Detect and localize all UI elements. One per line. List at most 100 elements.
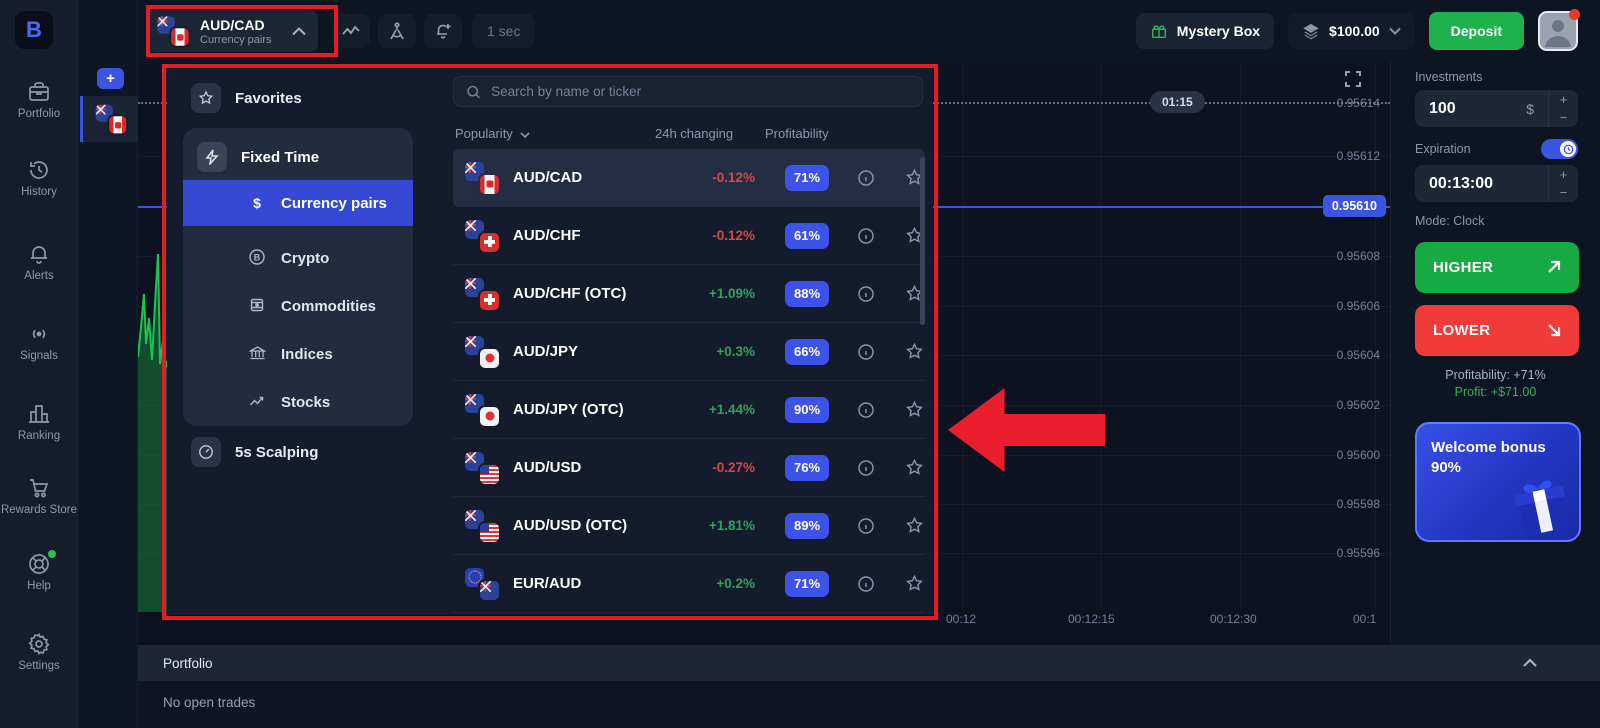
lower-button[interactable]: LOWER [1415, 305, 1579, 356]
signals-icon [32, 329, 46, 339]
sidebar-label: Rewards Store [0, 504, 78, 516]
asset-row-aud-chf[interactable]: AUD/CHF -0.12% 61% [453, 207, 925, 265]
column-profitability: Profitability [765, 126, 829, 141]
asset-row-aud-jpy[interactable]: AUD/JPY +0.3% 66% [453, 323, 925, 381]
favorite-star-icon[interactable] [903, 574, 925, 593]
balance-selector[interactable]: $100.00 [1288, 13, 1415, 49]
menu-item-fixed-time[interactable]: Fixed Time [197, 142, 319, 172]
pair-flags-icon [157, 16, 189, 46]
deposit-button[interactable]: Deposit [1428, 12, 1524, 50]
favorite-star-icon[interactable] [903, 226, 925, 245]
time-tick: 00:1 [1353, 612, 1377, 626]
list-scrollbar[interactable] [920, 157, 925, 325]
asset-name: EUR/AUD [513, 575, 582, 592]
sidebar-label: Settings [18, 660, 60, 672]
menu-item-5s-scalping[interactable]: 5s Scalping [191, 437, 318, 467]
trade-panel: Investments 100 $ + − Expiration 00:13:0… [1390, 62, 1600, 645]
sidebar-item-portfolio[interactable]: Portfolio [0, 80, 78, 121]
menu-label: Commodities [281, 297, 377, 315]
asset-selector-button[interactable]: AUD/CAD Currency pairs [146, 10, 318, 52]
menu-item-stocks[interactable]: Stocks [183, 379, 413, 425]
asset-row-aud-usd[interactable]: AUD/USD -0.27% 76% [453, 439, 925, 497]
info-icon[interactable] [855, 343, 877, 361]
favorite-star-icon[interactable] [903, 284, 925, 303]
menu-item-currency-pairs[interactable]: $ Currency pairs [183, 180, 413, 226]
profitability-badge: 90% [785, 396, 829, 423]
increment-button[interactable]: + [1559, 166, 1568, 182]
decrement-button[interactable]: − [1559, 185, 1568, 201]
asset-change: +0.2% [716, 576, 755, 591]
chevron-down-icon [520, 132, 531, 139]
info-icon[interactable] [855, 227, 877, 245]
avatar[interactable] [1538, 9, 1580, 51]
gridline [1375, 62, 1376, 610]
asset-change: +1.09% [708, 286, 755, 301]
pair-flags-icon [465, 161, 499, 194]
area-series [138, 253, 168, 612]
sidebar-item-history[interactable]: History [0, 158, 78, 199]
asset-row-aud-cad[interactable]: AUD/CAD -0.12% 71% [453, 149, 925, 207]
sidebar-item-settings[interactable]: Settings [0, 632, 78, 673]
app-logo[interactable]: B [15, 11, 53, 49]
lifebuoy-icon [29, 554, 49, 574]
mystery-box-button[interactable]: Mystery Box [1135, 13, 1275, 49]
expiration-input[interactable]: 00:13:00 + − [1415, 165, 1578, 202]
favorite-star-icon[interactable] [903, 516, 925, 535]
asset-row-aud-jpy-otc[interactable]: AUD/JPY (OTC) +1.44% 90% [453, 381, 925, 439]
search-input[interactable] [491, 84, 910, 99]
briefcase-icon [29, 82, 49, 101]
menu-item-crypto[interactable]: B Crypto [183, 235, 413, 281]
info-icon[interactable] [855, 459, 877, 477]
price-tick: 0.95612 [1336, 149, 1380, 163]
interval-selector[interactable]: 1 sec [472, 14, 536, 48]
asset-row-aud-chf-otc[interactable]: AUD/CHF (OTC) +1.09% 88% [453, 265, 925, 323]
active-asset-tab[interactable] [80, 96, 138, 142]
info-icon[interactable] [855, 575, 877, 593]
asset-row-aud-usd-otc[interactable]: AUD/USD (OTC) +1.81% 89% [453, 497, 925, 555]
sidebar-item-alerts[interactable]: Alerts [0, 242, 78, 283]
compass-icon [390, 22, 404, 40]
asset-row-eur-aud[interactable]: EUR/AUD +0.2% 71% [453, 555, 925, 613]
favorite-star-icon[interactable] [903, 168, 925, 187]
sidebar-label: Help [27, 580, 51, 592]
higher-button[interactable]: HIGHER [1415, 242, 1579, 293]
menu-label: Favorites [235, 89, 302, 107]
chart-type-button[interactable] [332, 14, 370, 48]
investment-input[interactable]: 100 $ + − [1415, 90, 1578, 127]
chevron-up-icon[interactable] [1522, 658, 1538, 668]
portfolio-bar[interactable]: Portfolio [138, 645, 1600, 681]
sidebar-item-signals[interactable]: Signals [0, 322, 78, 363]
gift-illustration [1514, 480, 1569, 536]
welcome-bonus-card[interactable]: Welcome bonus 90% [1415, 422, 1581, 542]
chart-fullscreen-icon[interactable] [1344, 70, 1362, 93]
increment-button[interactable]: + [1559, 91, 1568, 107]
decrement-button[interactable]: − [1559, 110, 1568, 126]
arrow-up-right-icon [1548, 260, 1561, 273]
price-tick: 0.95604 [1336, 348, 1380, 362]
sort-popularity[interactable]: Popularity [455, 126, 531, 141]
menu-item-commodities[interactable]: Commodities [183, 283, 413, 329]
drawing-tools-button[interactable] [378, 14, 416, 48]
favorite-star-icon[interactable] [903, 342, 925, 361]
info-icon[interactable] [855, 285, 877, 303]
sidebar-item-ranking[interactable]: Ranking [0, 402, 78, 443]
expiration-toggle[interactable] [1541, 139, 1578, 159]
asset-search[interactable] [453, 76, 923, 107]
profitability-badge: 61% [785, 222, 829, 249]
chevron-down-icon [1388, 27, 1401, 35]
favorite-star-icon[interactable] [903, 400, 925, 419]
favorite-star-icon[interactable] [903, 458, 925, 477]
selected-pair: AUD/CAD [200, 16, 265, 33]
investment-stepper: + − [1548, 90, 1578, 127]
sidebar-item-help[interactable]: Help [0, 550, 78, 593]
info-icon[interactable] [855, 169, 877, 187]
menu-item-indices[interactable]: Indices [183, 331, 413, 377]
price-alert-button[interactable] [424, 14, 462, 48]
sidebar-item-rewards-store[interactable]: Rewards Store [0, 476, 78, 517]
add-chart-tab-button[interactable]: + [97, 68, 124, 89]
selected-category: Currency pairs [200, 33, 272, 46]
menu-item-favorites[interactable]: Favorites [191, 83, 302, 113]
info-icon[interactable] [855, 401, 877, 419]
topbar-right-group: Mystery Box $100.00 Deposit [1135, 9, 1600, 51]
info-icon[interactable] [855, 517, 877, 535]
